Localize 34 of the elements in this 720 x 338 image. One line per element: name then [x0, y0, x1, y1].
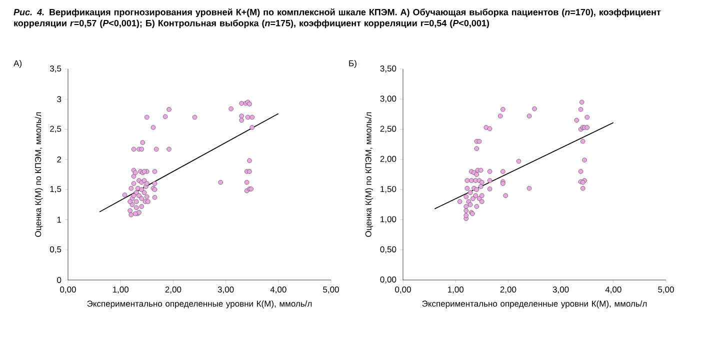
x-tick-label: 2,00 — [500, 286, 516, 294]
x-tick-label: 1,00 — [448, 286, 464, 294]
y-tick-label: 3,50 — [380, 66, 396, 73]
y-tick-label: 2,5 — [50, 126, 62, 133]
x-axis-title: Экспериментально определенные уровни К(М), ммоль/л — [87, 300, 312, 308]
y-tick-label: 1,00 — [380, 216, 396, 224]
y-axis-title: Оценка К(М) по КПЭМ, ммоль/л — [34, 112, 43, 237]
y-tick-label: 3,00 — [380, 96, 396, 103]
y-tick-label: 1,5 — [50, 186, 62, 194]
x-tick-label: 1,00 — [112, 286, 129, 294]
y-tick-label: 2 — [57, 156, 62, 162]
y-tick-label: 1,50 — [380, 186, 396, 194]
x-tick-label: 4,00 — [605, 286, 622, 294]
y-tick-label: 0,5 — [50, 246, 62, 254]
y-tick-label: 1 — [57, 216, 62, 223]
y-tick-label: 2,00 — [380, 156, 396, 163]
x-tick-label: 2,00 — [165, 286, 182, 294]
y-tick-label: 0,50 — [380, 246, 396, 254]
y-tick-label: 3 — [57, 96, 62, 102]
x-tick-label: 5,00 — [323, 286, 339, 294]
x-tick-label: 3,00 — [552, 286, 569, 294]
y-axis-title: Оценка К(М) по КПЭМ, ммоль/л — [365, 112, 374, 237]
y-tick-label: 2,50 — [380, 126, 396, 133]
x-tick-label: 4,00 — [270, 286, 286, 294]
x-axis-title: Экспериментально определенные уровни К(М), ммоль/л — [422, 300, 647, 308]
y-tick-label: 0 — [57, 276, 62, 284]
y-tick-label: 0,00 — [380, 276, 396, 284]
chart-title: Рис. 4. Верификация прогнозирования уровней К+(М) по комплексной шкале КПЭМ. А) Обучающая выборка пациентов (n=170), коэффициент корреляции r=0,57 (P<0,001); Б) Контрольная выборка (n=175), коэффициент корреляции r=0,54 (P<0,001) — [14, 8, 661, 28]
y-tick-label: 3,5 — [50, 66, 62, 73]
chart-subtitle: А) — [14, 60, 22, 68]
chart-subtitle: Б) — [349, 60, 356, 68]
x-tick-label: 5,00 — [658, 286, 674, 294]
x-tick-label: 0,00 — [395, 286, 411, 294]
x-tick-label: 3,00 — [218, 286, 234, 294]
